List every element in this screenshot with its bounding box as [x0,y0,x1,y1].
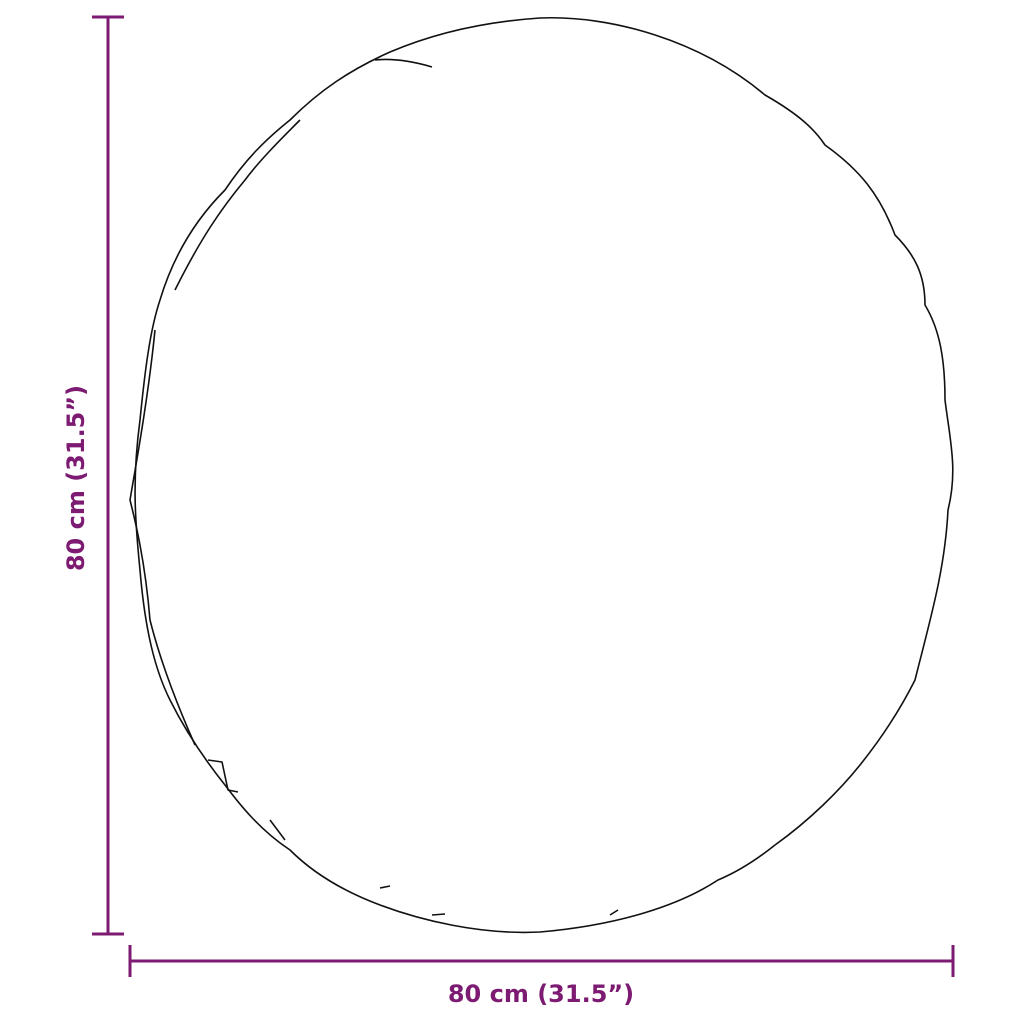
height-label: 80 cm (31.5”) [62,385,90,571]
width-label: 80 cm (31.5”) [448,980,634,1008]
height-dimension [92,15,124,936]
width-dimension [128,945,955,977]
mirror-outline [129,16,954,934]
